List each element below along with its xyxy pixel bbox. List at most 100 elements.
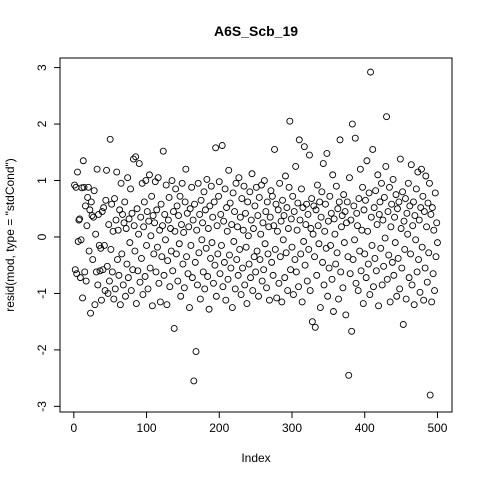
point bbox=[105, 221, 113, 229]
point bbox=[362, 274, 370, 282]
point bbox=[79, 157, 87, 165]
point bbox=[369, 146, 377, 153]
point bbox=[401, 245, 409, 253]
point bbox=[388, 258, 396, 266]
point bbox=[370, 283, 377, 291]
point bbox=[234, 223, 241, 231]
point bbox=[139, 291, 147, 299]
point bbox=[290, 208, 298, 216]
point bbox=[344, 253, 352, 261]
point bbox=[274, 206, 282, 214]
point bbox=[354, 222, 361, 230]
point bbox=[259, 219, 267, 227]
point bbox=[90, 187, 98, 195]
point bbox=[420, 208, 428, 216]
point bbox=[157, 200, 165, 208]
point bbox=[319, 258, 326, 266]
point bbox=[250, 253, 258, 261]
point bbox=[331, 230, 339, 238]
point bbox=[348, 120, 356, 128]
point bbox=[296, 216, 304, 224]
point bbox=[222, 296, 230, 304]
point bbox=[312, 206, 320, 214]
point bbox=[106, 135, 114, 143]
point bbox=[133, 205, 141, 213]
point bbox=[113, 168, 121, 176]
point bbox=[193, 226, 201, 234]
point bbox=[236, 245, 244, 253]
point bbox=[377, 244, 385, 252]
point bbox=[119, 210, 126, 218]
point bbox=[308, 318, 316, 326]
point bbox=[281, 274, 289, 282]
point bbox=[118, 250, 126, 258]
point bbox=[204, 273, 212, 280]
point bbox=[250, 225, 257, 232]
point bbox=[263, 198, 271, 206]
point bbox=[239, 226, 247, 234]
point bbox=[429, 270, 437, 278]
point bbox=[396, 285, 404, 293]
point bbox=[166, 283, 174, 291]
point bbox=[325, 264, 333, 272]
point bbox=[306, 151, 313, 159]
point bbox=[228, 221, 236, 229]
point bbox=[239, 264, 246, 272]
point bbox=[258, 277, 266, 285]
point bbox=[431, 287, 438, 295]
point bbox=[419, 192, 427, 200]
point bbox=[108, 200, 116, 208]
point bbox=[140, 223, 148, 231]
point bbox=[424, 199, 432, 207]
point bbox=[248, 170, 256, 178]
point bbox=[99, 266, 107, 274]
point bbox=[291, 256, 299, 264]
point bbox=[266, 296, 273, 304]
point bbox=[244, 198, 252, 206]
point bbox=[313, 271, 321, 279]
point bbox=[317, 213, 325, 221]
point bbox=[343, 198, 351, 206]
point bbox=[241, 281, 249, 289]
point bbox=[418, 243, 426, 251]
point bbox=[403, 209, 411, 217]
point bbox=[111, 285, 119, 293]
point bbox=[327, 209, 335, 217]
point bbox=[279, 196, 286, 204]
point bbox=[393, 292, 401, 300]
point bbox=[177, 292, 185, 300]
point bbox=[399, 321, 407, 328]
point bbox=[274, 227, 281, 235]
point bbox=[345, 371, 353, 379]
point bbox=[87, 309, 94, 317]
x-axis-label: Index bbox=[241, 451, 270, 465]
point bbox=[194, 281, 201, 289]
point bbox=[115, 271, 123, 279]
point bbox=[279, 236, 287, 244]
point bbox=[196, 210, 204, 218]
point bbox=[358, 226, 366, 234]
point bbox=[269, 271, 277, 279]
point bbox=[232, 179, 240, 187]
point bbox=[167, 225, 174, 232]
point bbox=[127, 185, 134, 193]
point bbox=[326, 192, 334, 200]
point bbox=[330, 215, 338, 223]
point bbox=[84, 194, 92, 201]
point bbox=[141, 273, 149, 280]
point bbox=[208, 239, 216, 247]
point bbox=[349, 256, 357, 264]
point bbox=[282, 249, 290, 257]
point bbox=[404, 179, 412, 187]
point bbox=[156, 298, 164, 306]
point bbox=[335, 198, 343, 206]
point bbox=[282, 172, 289, 180]
point bbox=[173, 202, 181, 210]
point bbox=[353, 209, 361, 217]
point bbox=[387, 223, 395, 231]
point bbox=[200, 188, 208, 196]
point bbox=[124, 274, 132, 282]
point bbox=[228, 304, 236, 312]
point bbox=[303, 200, 310, 208]
